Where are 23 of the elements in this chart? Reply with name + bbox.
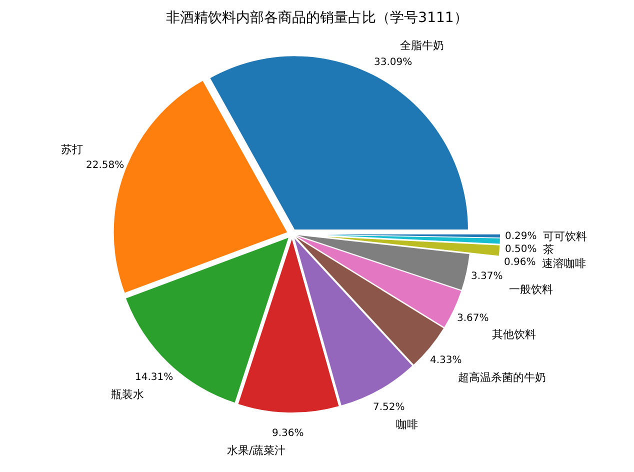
slice-label: 可可饮料 [543,230,587,243]
data-label: 14.31% [135,372,174,383]
slice-label: 茶 [543,243,554,256]
slice-label: 苏打 [61,143,83,156]
data-label: 0.50% [505,244,537,255]
chart-title: 非酒精饮料内部各商品的销量占比（学号3111） [166,10,468,26]
data-label: 9.36% [272,428,304,439]
data-label: 0.29% [505,231,537,242]
slice-label: 水果/蔬菜汁 [227,444,286,457]
data-label: 33.09% [374,57,412,68]
data-label: 7.52% [373,402,405,413]
slice-label: 瓶装水 [111,388,144,401]
data-label: 3.67% [457,313,489,324]
slice-label: 一般饮料 [509,283,553,296]
data-label: 0.96% [504,257,536,268]
data-label: 4.33% [430,355,462,366]
slice-label: 速溶咖啡 [542,257,586,270]
data-label: 3.37% [471,271,503,282]
slice-label: 咖啡 [396,418,418,431]
slice-label: 全脂牛奶 [400,39,444,52]
slice-label: 其他饮料 [492,328,536,341]
data-label: 22.58% [86,160,124,171]
slice-label: 超高温杀菌的牛奶 [458,371,546,384]
